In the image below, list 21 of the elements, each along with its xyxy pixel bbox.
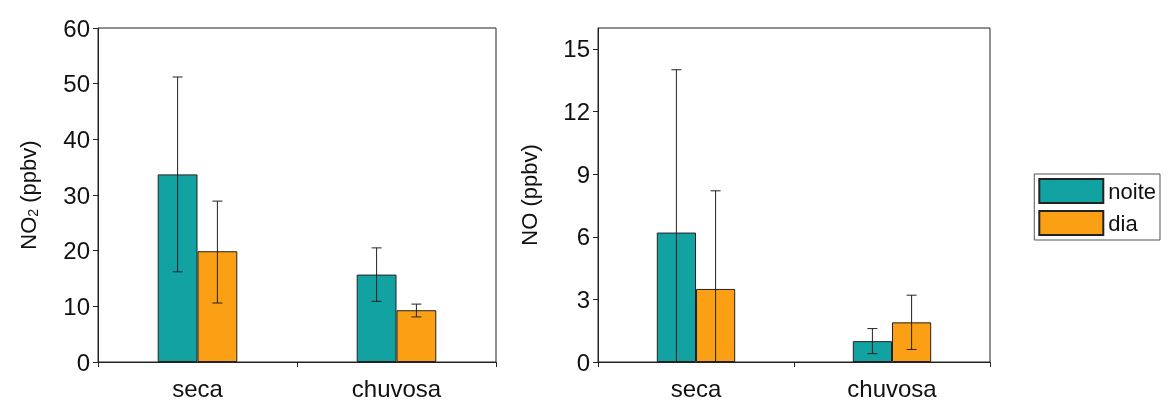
y-tick-label: 9 [576, 160, 590, 188]
y-tick-label: 12 [563, 98, 590, 125]
y-tick-label: 10 [63, 292, 90, 320]
y-tick-label: 40 [63, 125, 90, 153]
y-tick-label: 15 [563, 35, 590, 63]
y-axis-title: NO2 (ppbv) [15, 140, 41, 250]
y-tick-label: 6 [576, 223, 590, 251]
y-tick-label: 30 [63, 181, 90, 209]
y-tick-label: 3 [576, 285, 590, 313]
x-tick-label: seca [172, 374, 224, 402]
y-tick-label: 50 [63, 70, 90, 98]
legend-label: dia [1108, 210, 1139, 236]
y-tick-label: 0 [576, 348, 590, 376]
y-tick-label: 60 [63, 14, 90, 42]
x-tick-label: chuvosa [351, 374, 442, 402]
x-tick-label: chuvosa [847, 374, 938, 402]
x-tick-label: seca [670, 374, 722, 402]
y-tick-label: 20 [63, 237, 90, 265]
y-axis-title: NO (ppbv) [516, 144, 542, 246]
legend-label: noite [1108, 178, 1157, 204]
y-tick-label: 0 [76, 348, 90, 376]
